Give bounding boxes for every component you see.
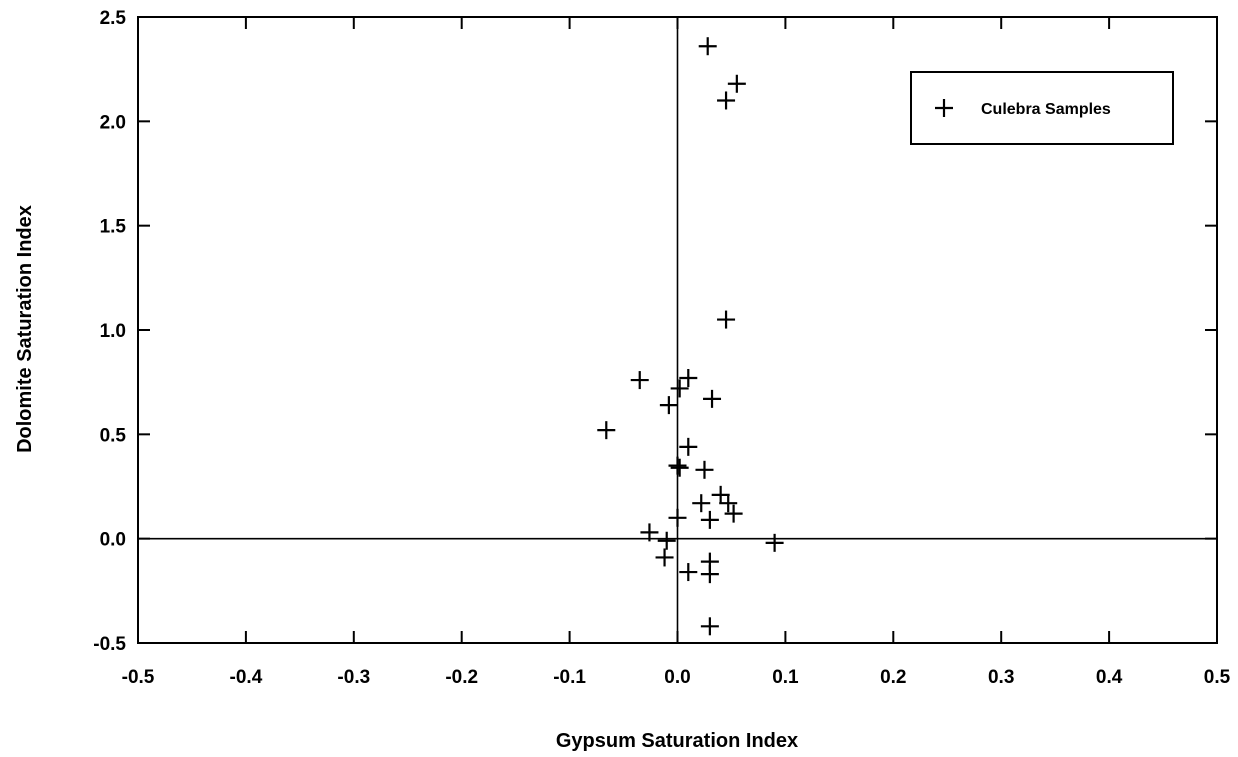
data-point [719, 494, 738, 513]
x-axis-title: Gypsum Saturation Index [556, 730, 798, 752]
data-point [695, 460, 714, 479]
x-tick-label: 0.5 [1204, 667, 1231, 688]
data-point [698, 37, 717, 56]
data-point [659, 396, 678, 415]
legend-marker [935, 99, 953, 117]
data-point [655, 548, 674, 567]
x-tick-label: 0.1 [772, 667, 799, 688]
data-point [765, 533, 784, 552]
reference-lines [138, 17, 1217, 643]
x-axis: -0.5 -0.4 -0.3 -0.2 -0.1 0.0 0.1 0.2 0.3 0.4 0.5 [122, 17, 1231, 688]
y-tick-label: 2.5 [100, 8, 127, 29]
y-tick-label: 2.0 [100, 112, 126, 133]
data-point [717, 91, 736, 110]
y-axis: -0.5 0.0 0.5 1.0 1.5 2.0 2.5 [93, 8, 1217, 655]
data-point [679, 368, 698, 387]
data-point [700, 510, 719, 529]
y-tick-label: 0.5 [100, 425, 127, 446]
data-point [727, 74, 746, 93]
data-point [724, 504, 743, 523]
y-tick-label: 1.5 [100, 217, 127, 238]
data-points [597, 37, 784, 636]
x-tick-label: 0.4 [1096, 667, 1123, 688]
y-tick-label: -0.5 [93, 634, 126, 655]
data-point [668, 508, 687, 527]
data-point [703, 389, 722, 408]
x-tick-label: 0.3 [988, 667, 1014, 688]
data-point [692, 494, 711, 513]
x-tick-label: -0.3 [337, 667, 370, 688]
data-point [700, 565, 719, 584]
data-point [670, 379, 689, 398]
data-point [657, 531, 676, 550]
legend: Culebra Samples [910, 71, 1174, 145]
data-point [640, 523, 659, 542]
y-tick-label: 0.0 [100, 530, 126, 551]
data-point [679, 437, 698, 456]
data-point [597, 421, 616, 440]
data-point [711, 485, 730, 504]
x-tick-label: -0.2 [445, 667, 478, 688]
data-point [717, 310, 736, 329]
y-axis-title: Dolomite Saturation Index [14, 205, 36, 453]
x-tick-label: -0.1 [553, 667, 586, 688]
x-tick-label: 0.0 [664, 667, 690, 688]
y-tick-label: 1.0 [100, 321, 126, 342]
data-point [679, 563, 698, 582]
x-tick-label: -0.4 [230, 667, 263, 688]
legend-label: Culebra Samples [981, 101, 1111, 118]
data-point [670, 458, 689, 477]
legend-box [910, 71, 1174, 145]
x-tick-label: -0.5 [122, 667, 155, 688]
x-tick-label: 0.2 [880, 667, 906, 688]
data-point [630, 371, 649, 390]
data-point [668, 456, 687, 475]
data-point [700, 617, 719, 636]
